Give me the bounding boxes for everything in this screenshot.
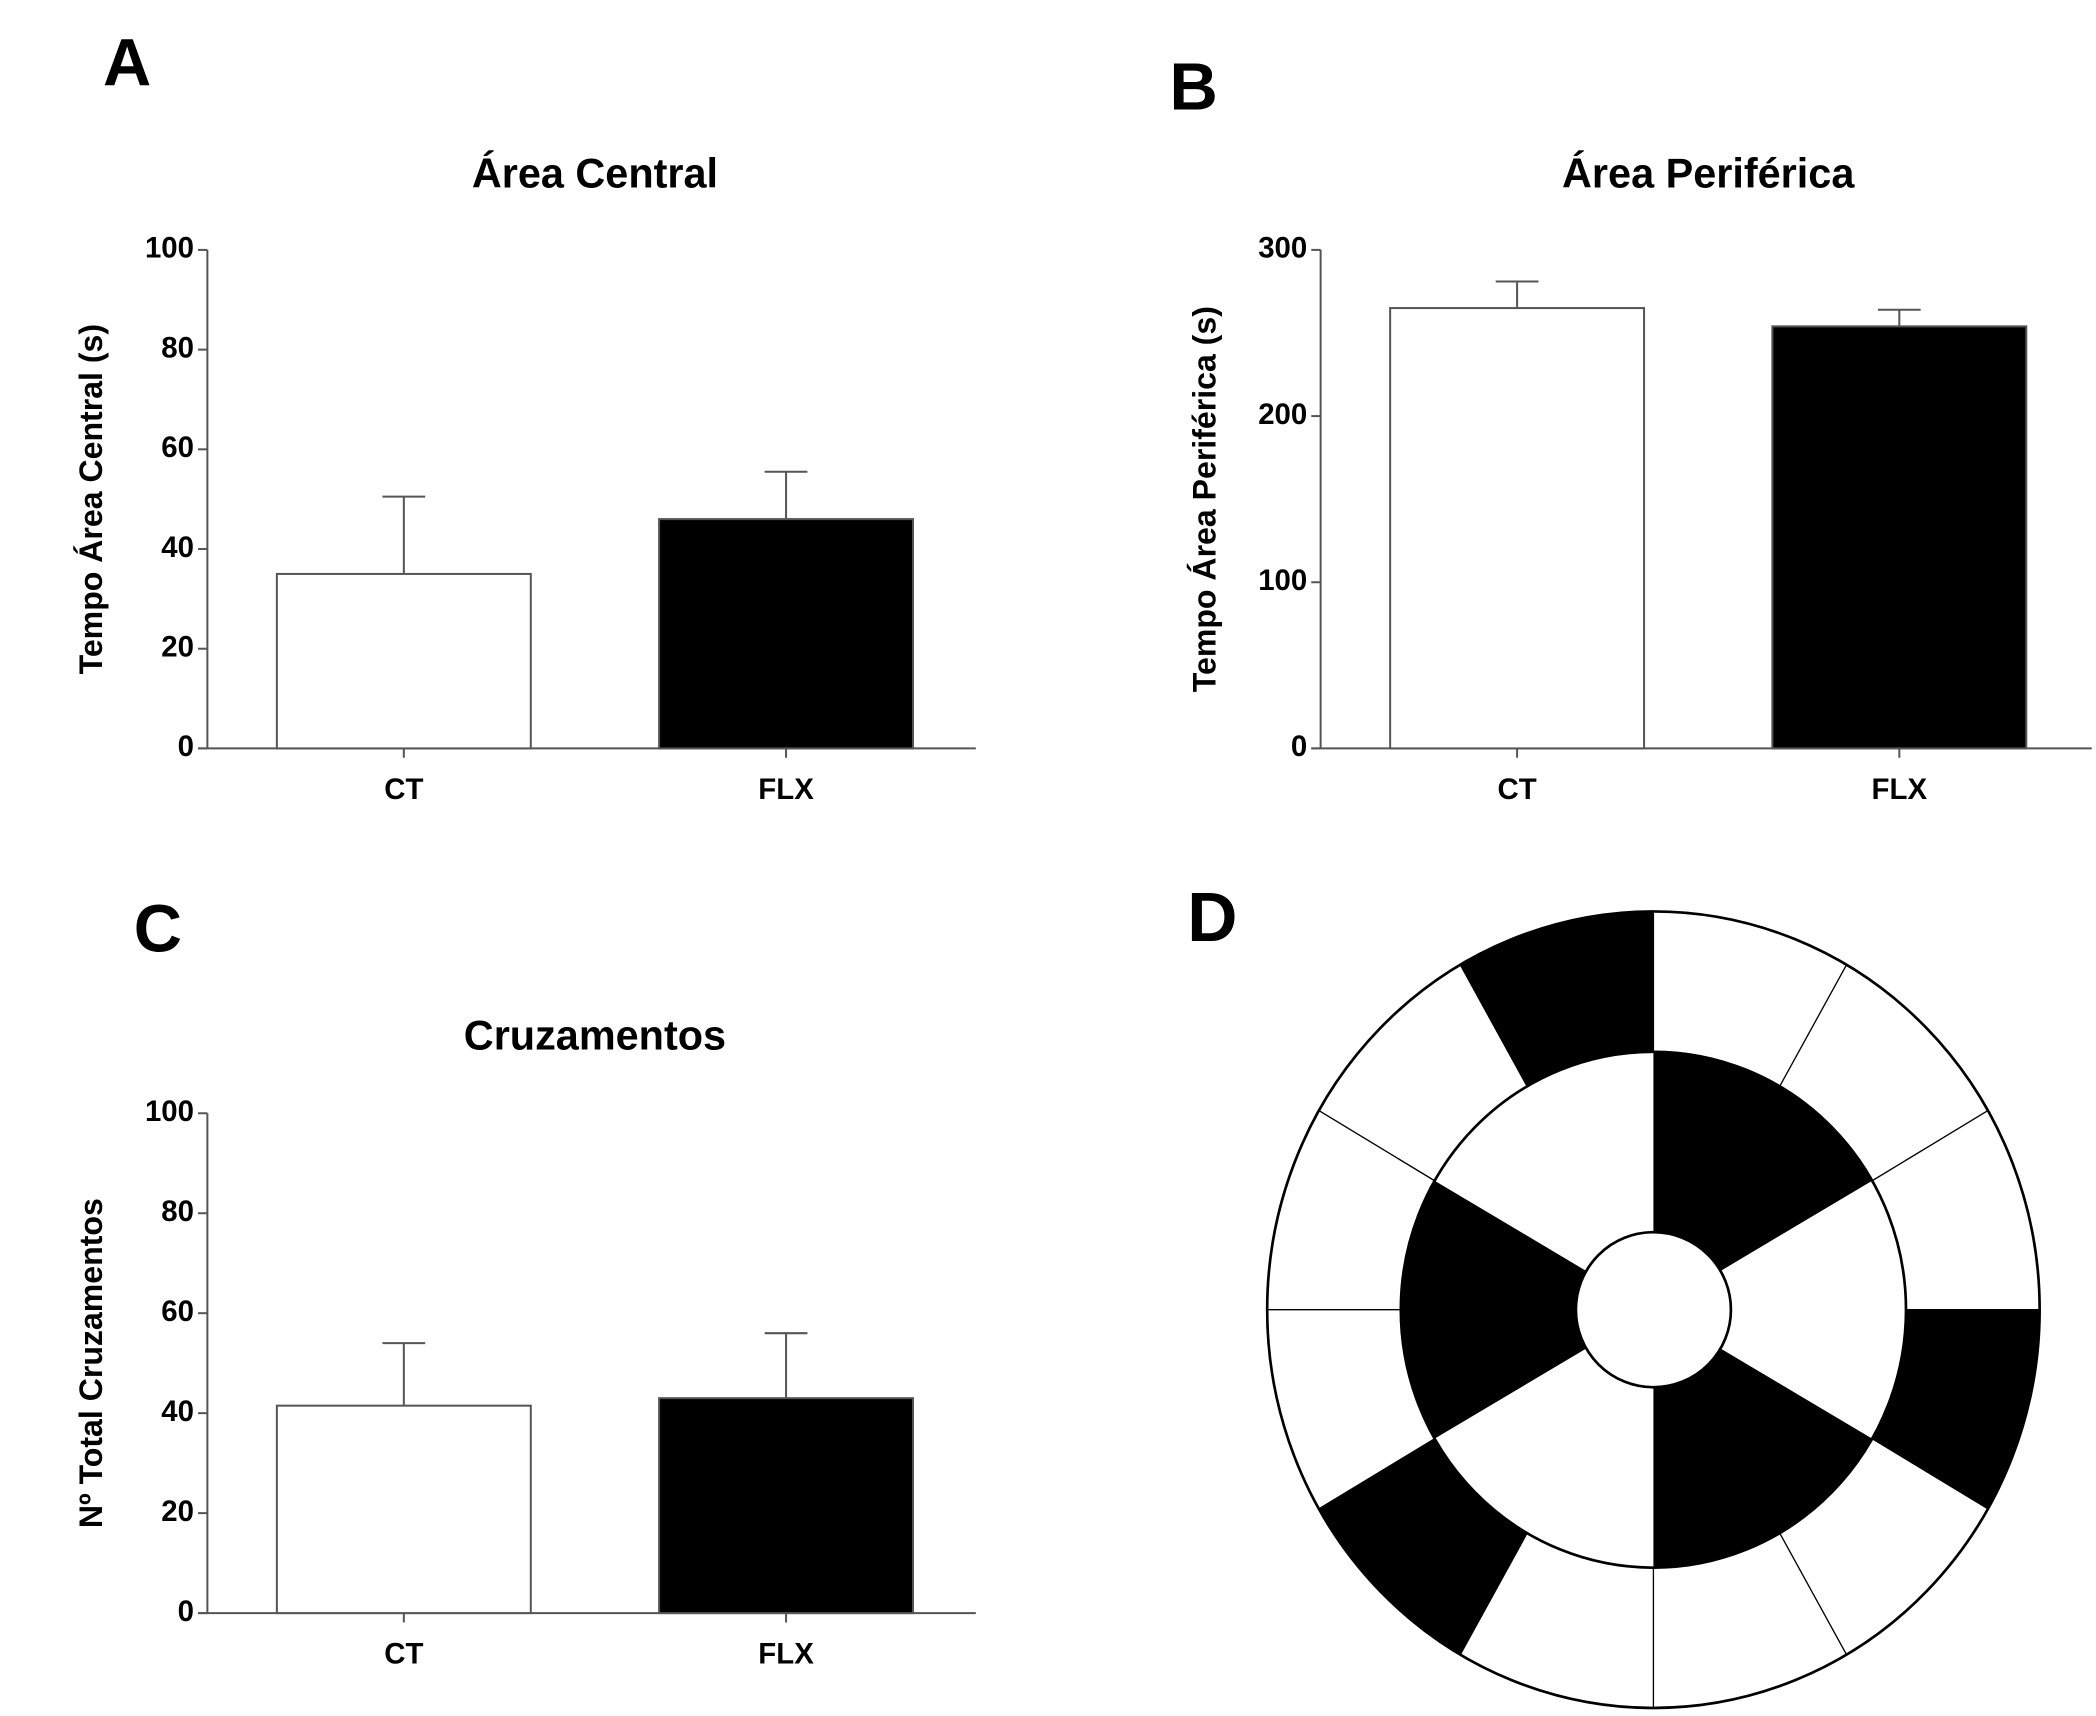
page: {"chart_data":[ {"type":"bar","panel_lab… [0,0,2096,1716]
y-tick-label: 60 [161,431,194,464]
panel-label: B [1170,51,1218,125]
x-tick-label: FLX [758,773,814,806]
arena-center [1576,1232,1731,1387]
y-tick-label: 40 [161,531,194,564]
figure: D A Área Central Tempo Área Central (s) 0 20… [0,0,2096,1716]
bar [1772,326,2026,748]
y-tick-label: 80 [161,1195,194,1228]
chart-title: Cruzamentos [464,1012,726,1058]
y-tick-label: 0 [178,1595,194,1628]
y-tick-label: 20 [161,1495,194,1528]
x-tick-label: CT [384,773,423,806]
y-tick-label: 100 [145,232,194,265]
y-tick-label: 0 [1291,730,1307,763]
y-tick-label: 0 [178,730,194,763]
y-tick-label: 100 [1258,564,1307,597]
panel-label: C [134,893,182,967]
y-axis-label: Nº Total Cruzamentos [73,1198,109,1528]
bar [1390,308,1644,748]
y-tick-label: 80 [161,331,194,364]
y-tick-label: 20 [161,630,194,663]
y-axis-label: Tempo Área Periférica (s) [1187,306,1223,692]
open-field-diagram [1267,911,2039,1708]
bar [659,1398,913,1613]
y-axis-label: Tempo Área Central (s) [73,324,109,674]
chart-title: Área Periférica [1562,150,1855,196]
x-tick-label: CT [384,1638,423,1671]
bar [659,519,913,748]
y-tick-label: 100 [145,1095,194,1128]
y-tick-label: 60 [161,1295,194,1328]
bar [277,574,531,748]
chart-title: Área Central [472,150,718,196]
y-tick-label: 300 [1258,232,1307,265]
x-tick-label: FLX [758,1638,814,1671]
panel-label: D [1187,878,1237,956]
y-tick-label: 40 [161,1395,194,1428]
bar [277,1406,531,1613]
y-tick-label: 200 [1258,398,1307,431]
x-tick-label: CT [1497,773,1536,806]
panel-label: A [103,27,151,101]
x-tick-label: FLX [1872,773,1928,806]
